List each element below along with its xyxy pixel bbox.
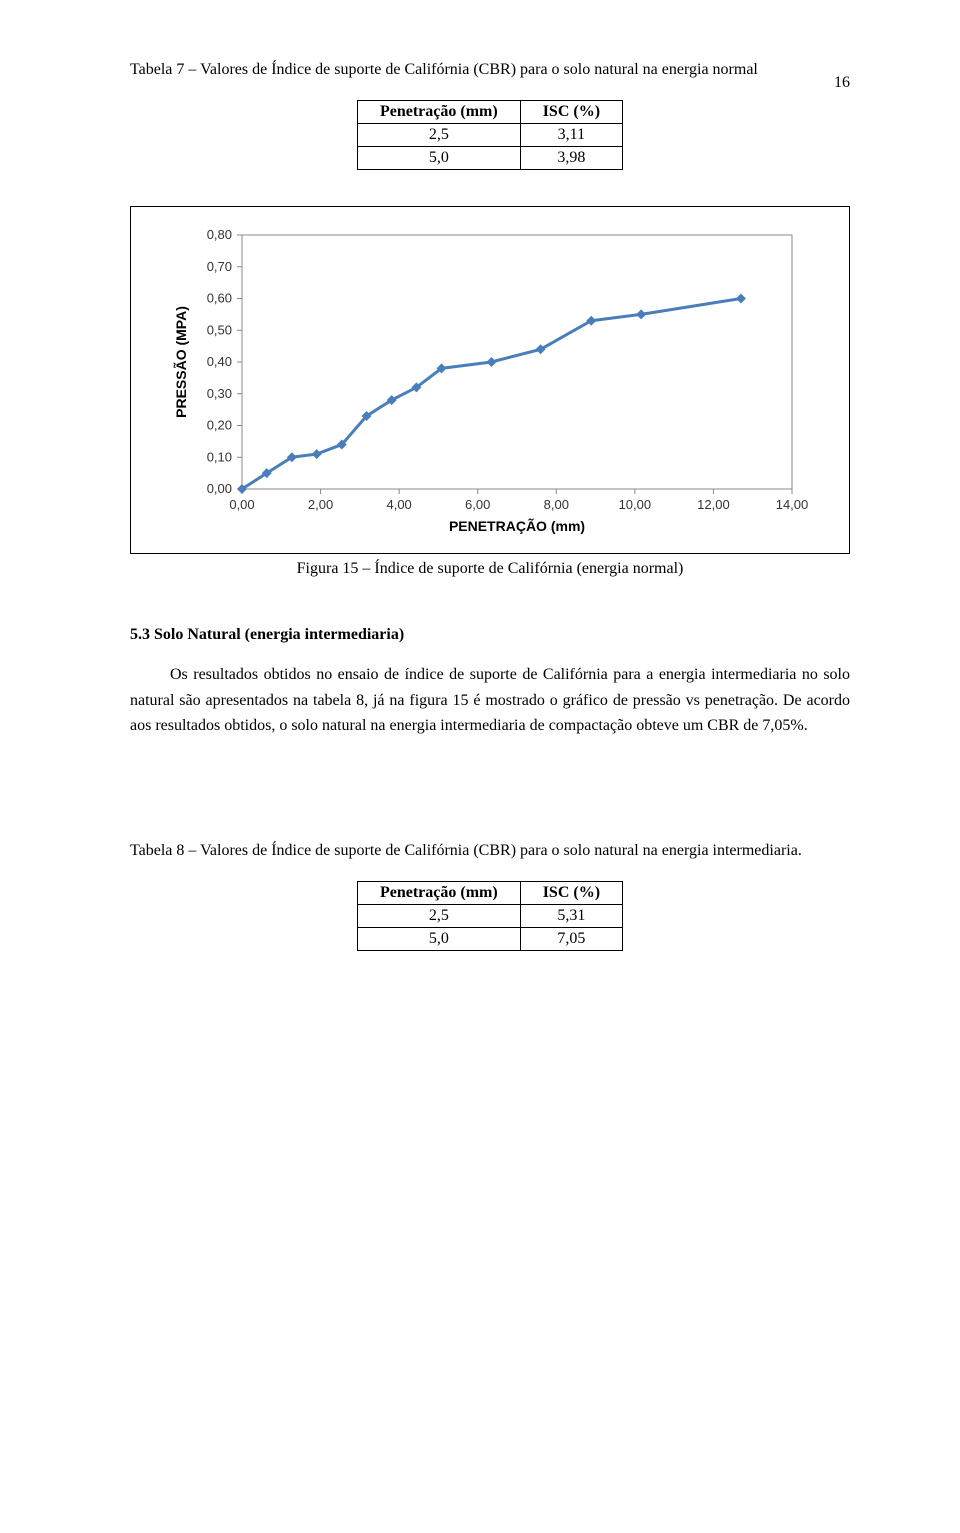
pressure-penetration-chart: 0,00 0,10 0,20 0,30 0,40 0,50 0,60 0,70 0,80 0,00… (170, 223, 810, 543)
svg-text:0,40: 0,40 (207, 354, 232, 369)
table8-r0c0: 2,5 (357, 904, 520, 927)
table7-r1c1: 3,98 (520, 147, 622, 170)
svg-text:PENETRAÇÃO (mm): PENETRAÇÃO (mm) (449, 517, 585, 534)
svg-text:0,00: 0,00 (207, 481, 232, 496)
svg-text:12,00: 12,00 (697, 497, 730, 512)
table7-header-col2: ISC (%) (520, 101, 622, 124)
table8-r1c0: 5,0 (357, 927, 520, 950)
svg-text:10,00: 10,00 (619, 497, 652, 512)
table8: Penetração (mm) ISC (%) 2,5 5,31 5,0 7,0… (357, 881, 623, 951)
svg-text:8,00: 8,00 (544, 497, 569, 512)
svg-text:0,80: 0,80 (207, 227, 232, 242)
table7-caption: Tabela 7 – Valores de Índice de suporte … (130, 58, 850, 82)
figure-caption: Figura 15 – Índice de suporte de Califór… (130, 560, 850, 578)
svg-text:0,50: 0,50 (207, 322, 232, 337)
table8-header-col2: ISC (%) (520, 881, 622, 904)
table8-r1c1: 7,05 (520, 927, 622, 950)
table7-r0c1: 3,11 (520, 124, 622, 147)
chart-frame: 0,00 0,10 0,20 0,30 0,40 0,50 0,60 0,70 0,80 0,00… (130, 206, 850, 554)
table7: Penetração (mm) ISC (%) 2,5 3,11 5,0 3,9… (357, 100, 623, 170)
svg-text:14,00: 14,00 (776, 497, 809, 512)
table-row: 5,0 7,05 (357, 927, 622, 950)
svg-text:0,10: 0,10 (207, 449, 232, 464)
svg-text:0,00: 0,00 (229, 497, 254, 512)
table7-header-col1: Penetração (mm) (357, 101, 520, 124)
table-row: 5,0 3,98 (357, 147, 622, 170)
table-row: 2,5 3,11 (357, 124, 622, 147)
svg-text:0,70: 0,70 (207, 259, 232, 274)
svg-text:0,30: 0,30 (207, 386, 232, 401)
svg-text:6,00: 6,00 (465, 497, 490, 512)
svg-text:0,20: 0,20 (207, 418, 232, 433)
svg-text:PRESSÃO (MPA): PRESSÃO (MPA) (172, 306, 189, 418)
page-number: 16 (834, 74, 850, 92)
section-title: 5.3 Solo Natural (energia intermediaria) (130, 626, 850, 644)
svg-text:4,00: 4,00 (386, 497, 411, 512)
table8-header-col1: Penetração (mm) (357, 881, 520, 904)
table-row: 2,5 5,31 (357, 904, 622, 927)
table8-caption: Tabela 8 – Valores de Índice de suporte … (130, 839, 850, 863)
body-paragraph: Os resultados obtidos no ensaio de índic… (130, 662, 850, 739)
table7-r0c0: 2,5 (357, 124, 520, 147)
svg-text:0,60: 0,60 (207, 291, 232, 306)
table7-r1c0: 5,0 (357, 147, 520, 170)
svg-text:2,00: 2,00 (308, 497, 333, 512)
table8-r0c1: 5,31 (520, 904, 622, 927)
